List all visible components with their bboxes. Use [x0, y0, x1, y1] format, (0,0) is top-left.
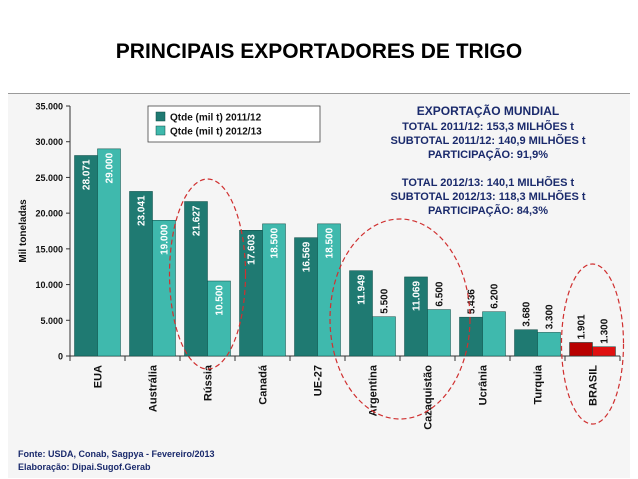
category-label: BRASIL: [588, 365, 600, 406]
y-tick-label: 0: [58, 352, 63, 362]
highlight-circle: [560, 263, 625, 425]
category-label: Argentina: [368, 364, 380, 416]
data-label: 17.603: [247, 234, 258, 265]
data-label: 5.436: [467, 289, 478, 314]
data-label: 3.300: [545, 304, 556, 329]
annotation-line: SUBTOTAL 2012/13: 118,3 MILHÕES t: [390, 190, 585, 203]
data-label: 19.000: [160, 224, 171, 255]
data-label: 6.500: [435, 281, 446, 306]
bar-2012-13: [427, 309, 451, 357]
source-note: Fonte: USDA, Conab, Sagpya - Fevereiro/2…: [18, 449, 215, 459]
bar-2011-12: [184, 201, 208, 357]
annotation-line: PARTICIPAÇÃO: 91,9%: [428, 148, 548, 161]
annotation-line: SUBTOTAL 2011/12: 140,9 MILHÕES t: [390, 134, 585, 147]
data-label: 21.627: [192, 205, 203, 236]
annotation-line: TOTAL 2012/13: 140,1 MILHÕES t: [402, 176, 575, 189]
chart-area: 0 5.000 10.000 15.000 20.000 25.000 30.000 35.0…: [8, 93, 630, 478]
data-label: 18.500: [325, 227, 336, 258]
bar-2011-12: [459, 316, 483, 357]
category-label: Rússia: [203, 364, 215, 401]
data-label: 11.949: [357, 274, 368, 304]
bar-2012-13: [482, 311, 506, 357]
annotation-line: PARTICIPAÇÃO: 84,3%: [428, 204, 548, 217]
category-label: Cazaquistão: [423, 365, 435, 430]
bar-2012-13: [372, 316, 396, 357]
bar-2012-13: [207, 280, 231, 357]
bar-2011-12: [569, 342, 593, 357]
legend-entry: Qtde (mil t) 2012/13: [170, 127, 262, 138]
category-label: Turquia: [533, 364, 545, 404]
y-tick-label: 10.000: [35, 280, 63, 290]
bar-2012-13: [537, 332, 561, 357]
slide-title: PRINCIPAIS EXPORTADORES DE TRIGO: [115, 40, 523, 63]
legend-swatch: [155, 125, 166, 136]
data-label: 11.069: [412, 281, 423, 311]
highlight-circle: [168, 178, 247, 370]
data-label: 29.000: [105, 152, 116, 183]
y-tick-label: 20.000: [35, 209, 63, 219]
data-label: 1.300: [600, 318, 611, 343]
y-tick-label: 30.000: [35, 137, 63, 147]
bar-2012-13: [262, 223, 286, 357]
y-tick-label: 15.000: [35, 244, 63, 254]
y-tick-label: 25.000: [35, 173, 63, 183]
category-label: Austrália: [148, 364, 160, 412]
data-label: 10.500: [215, 285, 226, 316]
y-axis-label: Mil toneladas: [18, 199, 29, 263]
data-label: 16.569: [302, 241, 313, 272]
bar-2012-13: [592, 346, 616, 357]
category-label: Canadá: [258, 364, 270, 405]
bar-2012-13: [152, 220, 176, 357]
annotation-line: EXPORTAÇÃO MUNDIAL: [417, 103, 559, 118]
data-label: 23.041: [137, 195, 148, 226]
data-label: 1.901: [577, 314, 588, 339]
category-label: EUA: [93, 365, 105, 388]
elaboration-note: Elaboração: Dipai.Sugof.Gerab: [18, 462, 151, 472]
data-label: 3.680: [522, 301, 533, 326]
bar-2012-13: [317, 223, 341, 357]
bar-2011-12: [349, 270, 373, 357]
highlight-circle: [329, 218, 471, 420]
annotation-line: TOTAL 2011/12: 153,3 MILHÕES t: [402, 120, 574, 133]
bar-chart: 0 5.000 10.000 15.000 20.000 25.000 30.000 35.0…: [18, 102, 625, 430]
data-label: 5.500: [380, 288, 391, 313]
legend-box: [147, 105, 321, 143]
bar-2011-12: [514, 329, 538, 357]
y-tick-label: 35.000: [35, 102, 63, 112]
legend-swatch: [155, 111, 166, 122]
data-label: 28.071: [82, 159, 93, 190]
data-label: 6.200: [490, 283, 501, 308]
category-label: Ucrânia: [478, 364, 490, 405]
y-tick-label: 5.000: [40, 316, 63, 326]
bar-2012-13: [97, 148, 121, 357]
data-label: 18.500: [270, 227, 281, 258]
legend-entry: Qtde (mil t) 2011/12: [170, 113, 262, 124]
category-label: UE-27: [313, 365, 325, 396]
